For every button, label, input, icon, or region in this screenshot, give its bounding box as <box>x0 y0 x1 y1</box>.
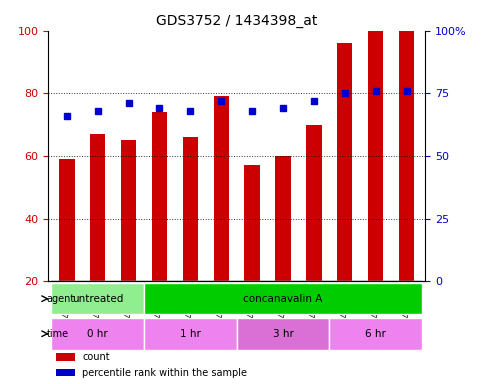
Bar <box>213 96 229 281</box>
Bar <box>399 22 414 281</box>
FancyBboxPatch shape <box>51 283 144 314</box>
Bar <box>306 125 322 281</box>
FancyBboxPatch shape <box>144 318 237 349</box>
Text: 6 hr: 6 hr <box>365 329 386 339</box>
FancyBboxPatch shape <box>51 318 144 349</box>
Bar <box>121 140 136 281</box>
Bar <box>59 159 74 281</box>
Bar <box>152 112 167 281</box>
Text: count: count <box>82 352 110 362</box>
Bar <box>368 0 384 281</box>
Text: concanavalin A: concanavalin A <box>243 294 323 304</box>
Bar <box>337 43 353 281</box>
Text: percentile rank within the sample: percentile rank within the sample <box>82 368 247 378</box>
Bar <box>275 156 291 281</box>
Bar <box>90 134 105 281</box>
FancyBboxPatch shape <box>237 318 329 349</box>
Title: GDS3752 / 1434398_at: GDS3752 / 1434398_at <box>156 14 317 28</box>
Bar <box>244 166 260 281</box>
Text: untreated: untreated <box>72 294 123 304</box>
Text: 0 hr: 0 hr <box>87 329 108 339</box>
Text: time: time <box>47 329 69 339</box>
FancyBboxPatch shape <box>144 283 422 314</box>
Text: agent: agent <box>47 294 75 304</box>
FancyBboxPatch shape <box>329 318 422 349</box>
Bar <box>56 369 75 377</box>
Bar <box>56 353 75 361</box>
Text: 3 hr: 3 hr <box>272 329 294 339</box>
Bar <box>183 137 198 281</box>
Text: 1 hr: 1 hr <box>180 329 201 339</box>
